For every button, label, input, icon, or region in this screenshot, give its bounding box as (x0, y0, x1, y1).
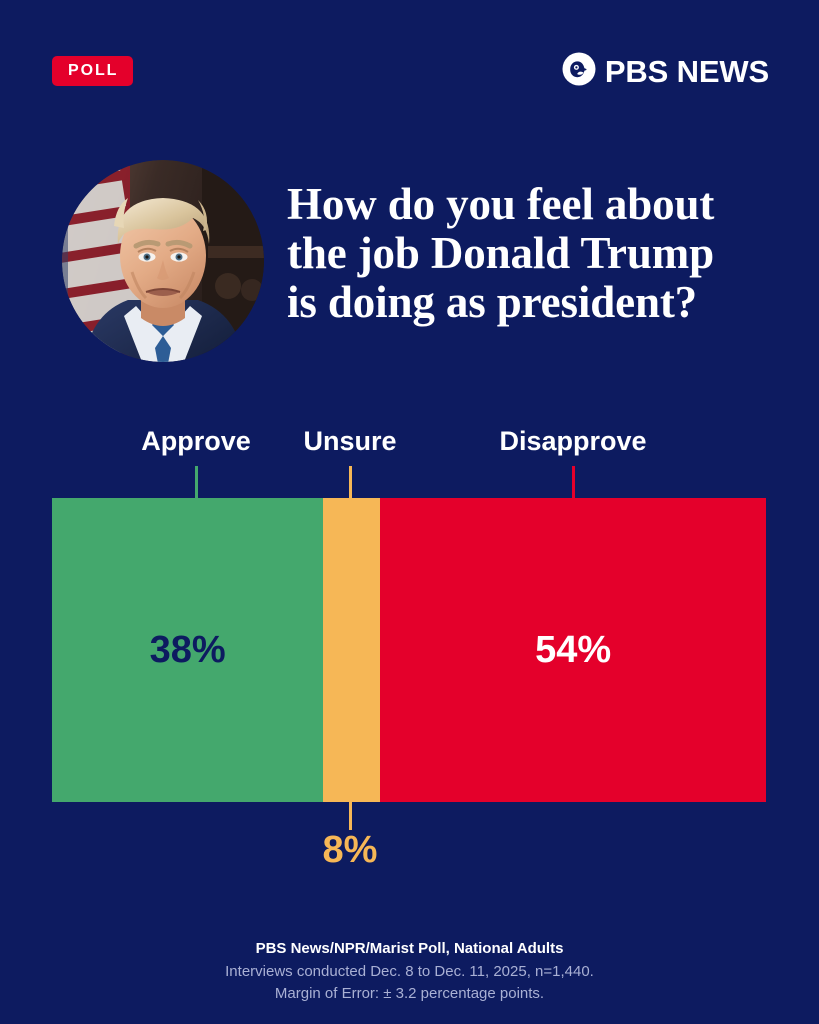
bar-value-unsure: 8% (322, 829, 378, 871)
segment-label-unsure: Unsure (303, 426, 397, 456)
headline-line-2: the job Donald Trump (287, 228, 714, 279)
bar-segment-unsure (323, 498, 381, 802)
footer-margin-of-error: Margin of Error: ± 3.2 percentage points… (274, 984, 545, 1002)
stacked-bar-chart: 38% 54% (52, 498, 766, 802)
footer-source: PBS News/NPR/Marist Poll, National Adult… (255, 940, 564, 957)
bar-segment-approve: 38% (52, 498, 324, 802)
page-title: How do you feel about the job Donald Tru… (287, 179, 777, 328)
segment-tick-disapprove (572, 466, 575, 498)
footer-interviews-note: Interviews conducted Dec. 8 to Dec. 11, … (225, 962, 594, 980)
poll-badge: POLL (52, 56, 134, 86)
segment-tick-approve (195, 466, 198, 498)
segment-label-disapprove: Disapprove (499, 426, 647, 456)
unsure-callout-stem (349, 802, 352, 830)
headline-line-3: is doing as president? (287, 277, 698, 328)
bar-value-approve: 38% (149, 629, 226, 671)
bar-value-disapprove: 54% (535, 629, 612, 671)
pbs-head-logo-icon (562, 52, 596, 91)
headline-line-1: How do you feel about (287, 179, 715, 229)
subject-portrait-avatar (62, 160, 264, 362)
segment-label-approve: Approve (141, 426, 251, 456)
bar-segment-disapprove: 54% (380, 498, 766, 802)
pbs-news-wordmark: PBS NEWS (604, 54, 769, 89)
footer: PBS News/NPR/Marist Poll, National Adult… (0, 938, 819, 1005)
pbs-news-brand: PBS NEWS (562, 52, 769, 91)
segment-tick-unsure (349, 466, 352, 498)
